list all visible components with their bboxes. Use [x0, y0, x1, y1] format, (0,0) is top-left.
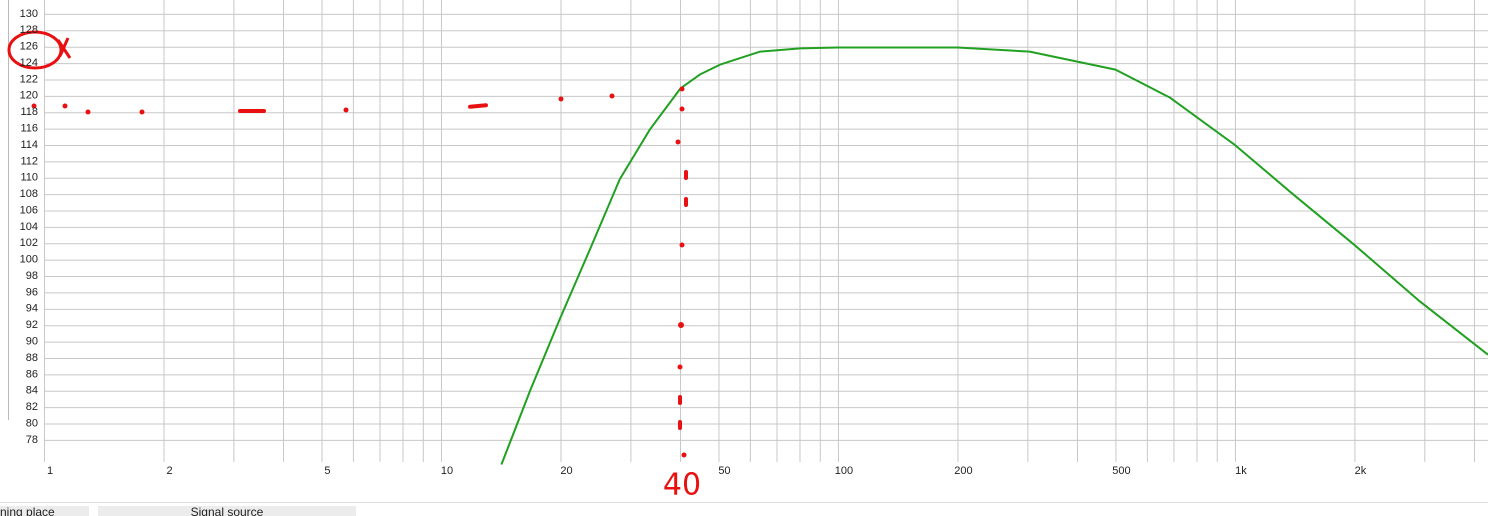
y-tick-label: 124	[20, 57, 38, 69]
y-tick-label: 80	[26, 417, 38, 429]
tab-label[interactable]: Signal source	[191, 505, 264, 516]
tab-label[interactable]: ning place	[0, 505, 55, 516]
series-line	[500, 46, 1488, 465]
y-tick-label: 128	[20, 24, 38, 36]
scribbles	[7, 30, 688, 458]
x-tick-label: 200	[954, 465, 972, 477]
x-tick-label: 1	[47, 465, 53, 477]
y-tick-label: 130	[20, 8, 38, 20]
y-tick-label: 100	[20, 254, 38, 266]
y-tick-label: 84	[26, 385, 38, 397]
y-tick-label: 102	[20, 237, 38, 249]
y-tick-label: 116	[20, 123, 38, 135]
x-tick-label: 10	[441, 465, 453, 477]
y-tick-label: 114	[20, 139, 38, 151]
x-tick-label: 20	[560, 465, 572, 477]
x-tick-label: 2	[166, 465, 172, 477]
y-tick-label: 96	[26, 286, 38, 298]
x-tick-label: 50	[718, 465, 730, 477]
x-tick-label: 1k	[1235, 465, 1247, 477]
x-tick-label: 500	[1112, 465, 1130, 477]
y-tick-label: 118	[20, 106, 38, 118]
y-tick-label: 108	[20, 188, 38, 200]
x-tick-label: 5	[324, 465, 330, 477]
y-tick-label: 92	[26, 319, 38, 331]
y-tick-label: 90	[26, 335, 38, 347]
y-tick-label: 98	[26, 270, 38, 282]
y-tick-label: 82	[26, 401, 38, 413]
grid	[44, 0, 1488, 462]
y-tick-label: 86	[26, 368, 38, 380]
y-tick-label: 78	[26, 434, 38, 446]
x-tick-label: 100	[835, 465, 853, 477]
y-tick-label: 94	[26, 303, 38, 315]
y-tick-label: 104	[20, 221, 38, 233]
y-tick-label: 106	[20, 204, 38, 216]
annotation: 40	[663, 468, 701, 503]
y-tick-label: 112	[20, 155, 38, 167]
plot	[500, 46, 1488, 465]
x-tick-label: 2k	[1355, 465, 1367, 477]
y-tick-label: 122	[20, 73, 38, 85]
y-tick-label: 126	[20, 41, 38, 53]
tab[interactable]: ning place	[0, 505, 89, 516]
y-tick-label: 110	[20, 172, 38, 184]
y-tick-label: 120	[20, 90, 38, 102]
y-tick-label: 88	[26, 352, 38, 364]
tab[interactable]: Signal source	[98, 505, 356, 516]
